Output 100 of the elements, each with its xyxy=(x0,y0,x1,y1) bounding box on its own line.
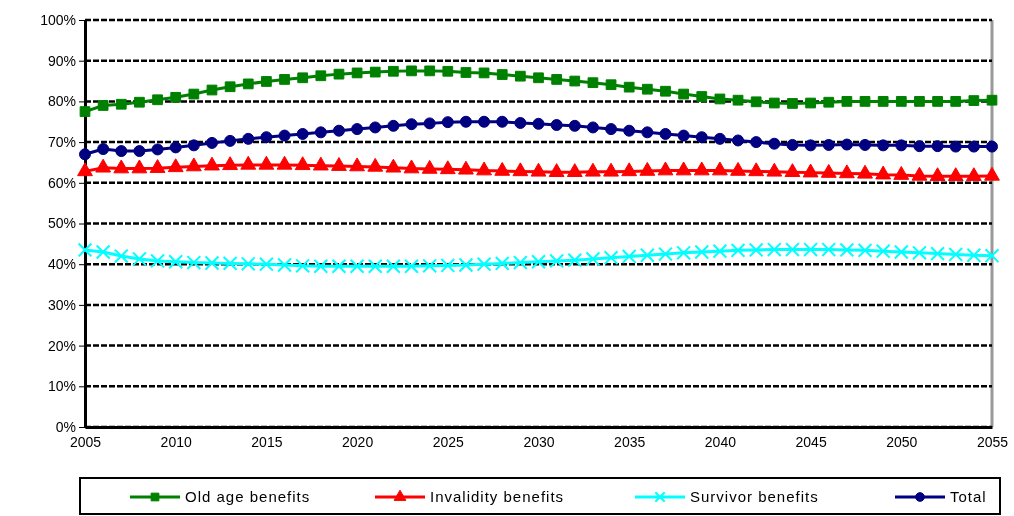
point xyxy=(658,246,673,262)
point xyxy=(820,163,837,178)
point xyxy=(131,251,147,267)
point xyxy=(657,161,674,176)
point xyxy=(439,160,456,175)
point xyxy=(621,249,637,264)
point xyxy=(605,79,617,91)
point xyxy=(569,75,581,87)
point xyxy=(133,145,146,158)
point xyxy=(694,244,710,260)
point xyxy=(965,167,982,182)
point xyxy=(115,98,127,110)
point xyxy=(188,88,200,100)
point xyxy=(152,94,163,106)
x-tick-label: 2010 xyxy=(160,433,192,450)
point xyxy=(713,132,726,145)
point xyxy=(186,255,202,271)
point xyxy=(403,159,420,174)
x-tick-label: 2050 xyxy=(886,433,918,450)
point xyxy=(297,72,309,84)
point xyxy=(459,115,472,128)
point xyxy=(258,256,274,272)
point xyxy=(367,157,384,172)
point xyxy=(949,140,962,153)
point xyxy=(822,138,835,151)
point xyxy=(550,119,563,131)
point xyxy=(586,121,599,134)
x-tick-label: 2045 xyxy=(795,433,827,450)
point xyxy=(785,242,800,257)
point xyxy=(712,243,728,259)
point xyxy=(240,256,256,272)
point xyxy=(967,140,980,153)
point xyxy=(966,247,982,263)
point xyxy=(134,96,145,108)
point xyxy=(79,106,91,117)
point xyxy=(242,78,254,90)
point xyxy=(77,242,93,258)
point xyxy=(388,65,399,77)
point xyxy=(204,156,220,171)
point xyxy=(802,163,819,178)
point xyxy=(660,85,671,97)
point xyxy=(641,83,653,95)
point xyxy=(875,165,892,180)
point xyxy=(387,119,400,132)
point xyxy=(423,117,436,130)
point xyxy=(696,91,708,102)
point xyxy=(478,67,490,79)
legend-label: Invalidity benefits xyxy=(430,488,565,505)
point xyxy=(913,140,926,153)
x-tick-label: 2035 xyxy=(614,433,646,450)
point xyxy=(532,117,545,130)
point xyxy=(893,166,910,180)
point xyxy=(404,258,419,274)
point xyxy=(748,242,764,258)
point xyxy=(95,158,112,173)
point xyxy=(568,119,581,132)
point xyxy=(440,257,456,273)
point xyxy=(279,74,290,85)
y-tick-label: 30% xyxy=(47,296,76,313)
point xyxy=(750,96,762,108)
y-tick-label: 10% xyxy=(47,378,76,395)
y-tick-label: 60% xyxy=(47,174,76,191)
point xyxy=(314,126,327,139)
point xyxy=(911,166,928,181)
point xyxy=(222,255,238,271)
point xyxy=(714,93,726,105)
point xyxy=(605,123,618,136)
point xyxy=(768,97,780,109)
point xyxy=(748,162,765,177)
point xyxy=(514,116,527,129)
point xyxy=(676,245,692,261)
point xyxy=(349,258,365,274)
point xyxy=(149,159,166,173)
point xyxy=(204,255,220,271)
y-tick-label: 70% xyxy=(47,134,76,151)
point xyxy=(986,140,998,153)
point xyxy=(639,161,656,176)
point xyxy=(261,76,272,87)
point xyxy=(784,163,801,177)
point xyxy=(984,166,1000,181)
point xyxy=(458,160,474,175)
point xyxy=(405,118,418,131)
point xyxy=(406,65,417,77)
point xyxy=(442,65,454,77)
point xyxy=(839,242,855,258)
point xyxy=(421,159,438,174)
point xyxy=(566,163,583,177)
point xyxy=(639,247,655,263)
point xyxy=(549,253,565,269)
point xyxy=(730,242,746,258)
point xyxy=(786,138,799,151)
point xyxy=(693,161,710,176)
point xyxy=(369,66,381,78)
point xyxy=(805,97,816,109)
y-tick-label: 40% xyxy=(47,256,76,273)
point xyxy=(478,115,491,128)
point xyxy=(531,254,546,270)
point xyxy=(567,252,583,268)
point xyxy=(476,161,492,176)
point xyxy=(675,161,692,176)
